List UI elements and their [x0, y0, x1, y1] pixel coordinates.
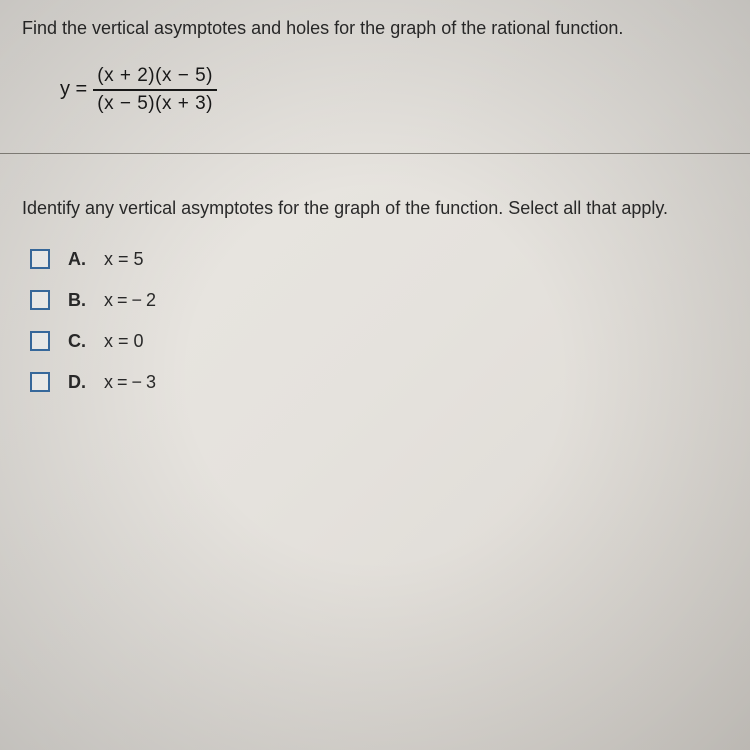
equation-numerator: (x + 2)(x − 5)	[93, 63, 217, 89]
section-divider	[0, 153, 750, 154]
choice-a[interactable]: A. x = 5	[30, 249, 728, 270]
choice-b[interactable]: B. x = − 2	[30, 290, 728, 311]
checkbox-a[interactable]	[30, 249, 50, 269]
choice-list: A. x = 5 B. x = − 2 C. x = 0 D. x = − 3	[30, 249, 728, 393]
checkbox-c[interactable]	[30, 331, 50, 351]
equation-lhs: y =	[60, 78, 87, 101]
equation: y = (x + 2)(x − 5) (x − 5)(x + 3)	[60, 63, 728, 117]
choice-d[interactable]: D. x = − 3	[30, 372, 728, 393]
choice-b-text: x = − 2	[104, 290, 156, 311]
choice-a-label: A.	[68, 249, 90, 270]
checkbox-d[interactable]	[30, 372, 50, 392]
choice-a-text: x = 5	[104, 249, 144, 270]
choice-c[interactable]: C. x = 0	[30, 331, 728, 352]
choice-d-label: D.	[68, 372, 90, 393]
equation-fraction: (x + 2)(x − 5) (x − 5)(x + 3)	[93, 63, 217, 117]
choice-c-label: C.	[68, 331, 90, 352]
choice-b-label: B.	[68, 290, 90, 311]
checkbox-b[interactable]	[30, 290, 50, 310]
choice-c-text: x = 0	[104, 331, 144, 352]
sub-question-prompt: Identify any vertical asymptotes for the…	[22, 198, 728, 219]
question-prompt: Find the vertical asymptotes and holes f…	[22, 18, 728, 39]
equation-denominator: (x − 5)(x + 3)	[93, 91, 217, 117]
choice-d-text: x = − 3	[104, 372, 156, 393]
